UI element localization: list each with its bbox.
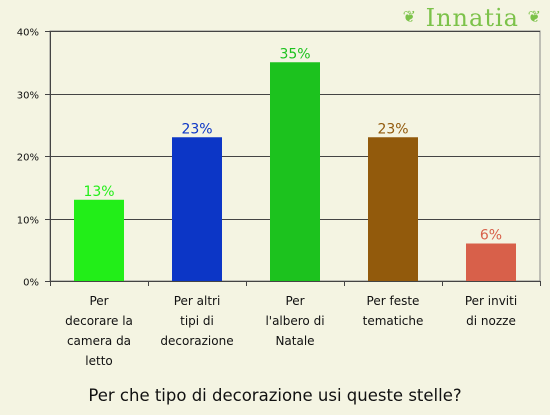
x-category-label: Per l'albero di Natale xyxy=(250,291,340,351)
bar xyxy=(172,137,222,281)
bar xyxy=(368,137,418,281)
x-category-label-line: di nozze xyxy=(466,314,516,328)
y-tick-label: 40% xyxy=(17,28,39,39)
x-category-label-line: decorare la xyxy=(65,314,133,328)
x-category-label-line: decorazione xyxy=(160,334,234,348)
bar-value-label: 23% xyxy=(181,121,212,137)
y-tick-label: 20% xyxy=(17,153,39,164)
leaf-right-icon: ❦ xyxy=(527,7,542,26)
y-tick-label: 10% xyxy=(17,216,39,227)
leaf-left-icon: ❦ xyxy=(402,7,417,26)
x-category-label-line: Per xyxy=(285,294,305,308)
y-tick-label: 30% xyxy=(17,91,39,102)
x-category-label-line: tipi di xyxy=(180,314,214,328)
bar xyxy=(270,62,320,281)
chart-title: Per che tipo di decorazione usi queste s… xyxy=(88,386,462,405)
x-category-label: Per altri tipi di decorazione xyxy=(152,291,242,351)
bar-value-label: 35% xyxy=(279,46,310,62)
bar-value-label: 13% xyxy=(83,184,114,200)
x-category-label-line: letto xyxy=(85,354,113,368)
x-category-label-line: Per feste xyxy=(366,294,420,308)
x-category-label: Per decorare la camera da letto xyxy=(54,291,144,371)
innatia-logo[interactable]: ❦ Innatia ❦ xyxy=(403,4,542,32)
logo-text: Innatia xyxy=(425,4,519,32)
x-category-label-line: l'albero di xyxy=(265,314,325,328)
x-category-label: Per feste tematiche xyxy=(348,291,438,331)
x-category-label-line: Natale xyxy=(275,334,315,348)
x-category-label: Per inviti di nozze xyxy=(446,291,536,331)
x-category-label-line: Per inviti xyxy=(464,294,518,308)
y-tick-label: 0% xyxy=(23,278,39,289)
bar-value-label: 23% xyxy=(377,121,408,137)
x-category-label-line: Per altri xyxy=(173,294,221,308)
bar-value-label: 6% xyxy=(480,228,502,244)
x-category-label-line: tematiche xyxy=(362,314,424,328)
x-category-label-line: camera da xyxy=(66,334,132,348)
bar xyxy=(74,199,124,281)
x-category-label-line: Per xyxy=(89,294,109,308)
bar xyxy=(466,243,516,281)
